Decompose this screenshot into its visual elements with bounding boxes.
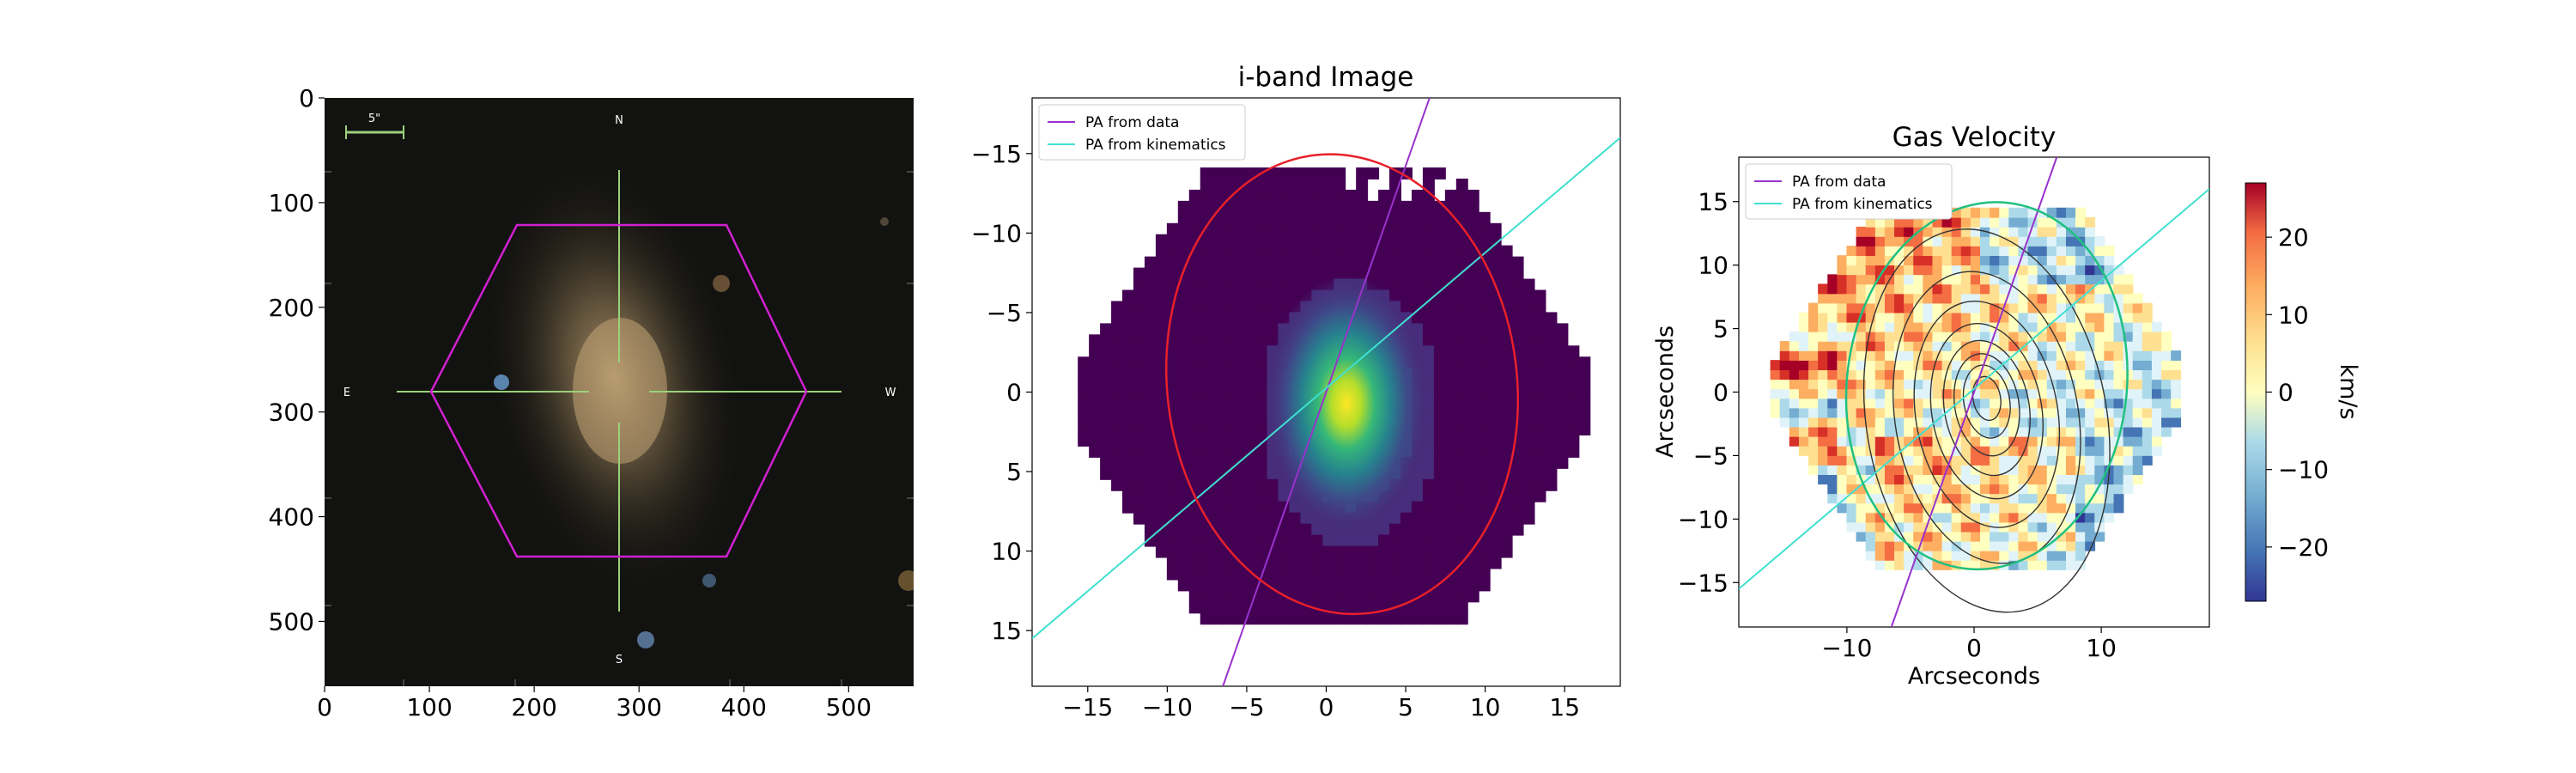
gas-velocity-ylabel: Arcseconds — [1652, 326, 1679, 458]
sdss-ytick-label: 500 — [269, 607, 314, 636]
gasvel-legend-box — [1745, 163, 1953, 220]
iband-ytick-label: 15 — [991, 617, 1022, 645]
sdss-xtick-label: 300 — [616, 693, 661, 721]
iband-xtick-label: −10 — [1142, 693, 1193, 721]
flux-contour — [1929, 323, 2044, 500]
flux-contour — [1862, 228, 2111, 613]
gasvel-xtick-label: −10 — [1821, 634, 1872, 662]
colorbar-tick-label: −10 — [2278, 456, 2329, 484]
gas-velocity-panel: −10 0 10 −15 −10 −5 0 5 10 15 Gas Velocity Arcsec… — [1652, 122, 2361, 690]
iband-legend-label: PA from data — [1085, 114, 1179, 131]
iband-ytick-label: 10 — [991, 538, 1022, 566]
iband-pa-line-data — [1222, 98, 1431, 686]
background-star — [702, 574, 716, 587]
scale-bar-label: 5" — [368, 113, 380, 125]
gasvel-legend-label: PA from kinematics — [1792, 196, 1933, 213]
iband-xtick-label: 5 — [1398, 693, 1413, 721]
sdss-ytick-label: 200 — [269, 294, 314, 322]
sdss-xtick-label: 0 — [317, 693, 332, 721]
background-star — [880, 217, 889, 226]
gasvel-pa-line-kinematics — [1739, 188, 2209, 590]
gas-velocity-legend: PA from data PA from kinematics — [1745, 163, 1953, 220]
colorbar-tick-label: 10 — [2278, 301, 2309, 329]
iband-xtick-label: 15 — [1549, 693, 1580, 721]
gasvel-legend-label: PA from data — [1792, 173, 1886, 191]
i-band-overlays — [1032, 98, 1620, 686]
sdss-xtick-label: 500 — [826, 693, 872, 721]
i-band-axes: −15 −10 −5 0 5 10 15 −15 −10 −5 0 5 10 15 — [971, 140, 1580, 721]
sdss-ytick-label: 0 — [299, 84, 314, 113]
sdss-image-content: 5" N S E W — [325, 98, 914, 686]
galaxy-core — [573, 318, 667, 464]
ifu-hexagon — [429, 223, 808, 558]
compass-west: W — [885, 386, 896, 399]
gasvel-ytick-label: 0 — [1713, 379, 1728, 407]
gasvel-xtick-label: 10 — [2086, 634, 2117, 662]
sdss-xtick-label: 100 — [406, 693, 452, 721]
iband-ytick-label: −5 — [987, 299, 1022, 327]
gasvel-ytick-label: 5 — [1713, 315, 1728, 344]
sdss-axes: 0 100 200 300 400 500 0 100 200 300 400 500 — [269, 84, 872, 721]
i-band-core — [1265, 275, 1428, 533]
gasvel-ytick-label: 10 — [1698, 252, 1728, 280]
compass-north: N — [615, 114, 623, 127]
background-star — [494, 374, 509, 390]
iband-legend-label: PA from kinematics — [1085, 137, 1226, 154]
gasvel-pa-line-data — [1890, 157, 2058, 627]
flux-contour — [1942, 339, 2031, 477]
flux-contour — [1953, 353, 2020, 457]
sdss-ytick-label: 300 — [269, 399, 314, 427]
i-band-title: i-band Image — [1238, 62, 1414, 93]
gasvel-xtick-label: 0 — [1966, 634, 1982, 662]
sdss-ytick-label: 400 — [269, 503, 314, 532]
sdss-xtick-label: 200 — [511, 693, 556, 721]
colorbar-tick-label: 20 — [2278, 223, 2309, 252]
sdss-image-panel: 5" N S E W 0 100 200 300 400 500 0 100 200 300 400… — [269, 84, 914, 721]
background-star — [898, 570, 914, 591]
gas-velocity-title: Gas Velocity — [1893, 122, 2057, 153]
gas-velocity-overlays — [1739, 157, 2209, 627]
iband-xtick-label: 0 — [1319, 693, 1334, 721]
iband-legend-box — [1038, 104, 1246, 161]
colorbar-tick-label: −20 — [2278, 533, 2329, 562]
iband-pa-line-kinematics — [1032, 137, 1620, 640]
gas-velocity-axes: −10 0 10 −15 −10 −5 0 5 10 15 — [1678, 188, 2117, 662]
gasvel-ytick-label: −10 — [1678, 505, 1728, 533]
iband-ytick-label: −10 — [971, 219, 1022, 247]
colorbar — [2245, 182, 2267, 602]
iband-xtick-label: −15 — [1062, 693, 1113, 721]
iband-ytick-label: 0 — [1006, 379, 1022, 407]
image-edge-ticks — [325, 171, 914, 686]
i-band-legend: PA from data PA from kinematics — [1038, 104, 1246, 161]
iband-xtick-label: −5 — [1229, 693, 1264, 721]
iband-fit-ellipse — [1165, 153, 1520, 616]
gasvel-fit-ellipse — [1844, 201, 2129, 571]
i-band-panel: −15 −10 −5 0 5 10 15 −15 −10 −5 0 5 10 15 i-band Imag… — [971, 62, 1621, 721]
colorbar-label: km/s — [2335, 363, 2361, 419]
compass-south: S — [616, 654, 623, 666]
background-star — [713, 275, 730, 292]
gas-velocity-xlabel: Arcseconds — [1908, 663, 2040, 690]
gasvel-ytick-label: 15 — [1698, 188, 1728, 216]
gasvel-ytick-label: −15 — [1678, 569, 1728, 597]
colorbar-ticks: 20 10 0 −10 −20 — [2266, 223, 2329, 562]
flux-contour — [1913, 301, 2061, 528]
gasvel-ytick-label: −5 — [1693, 441, 1728, 470]
compass-east: E — [343, 386, 350, 399]
colorbar-tick-label: 0 — [2278, 379, 2293, 407]
iband-ytick-label: 5 — [1006, 458, 1022, 486]
background-star — [637, 631, 654, 648]
sdss-ytick-label: 100 — [269, 189, 314, 217]
flux-contour — [1971, 375, 2002, 422]
sdss-xtick-label: 400 — [721, 693, 767, 721]
flux-contour — [1962, 364, 2011, 439]
iband-ytick-label: −15 — [971, 140, 1022, 168]
iband-xtick-label: 10 — [1470, 693, 1501, 721]
